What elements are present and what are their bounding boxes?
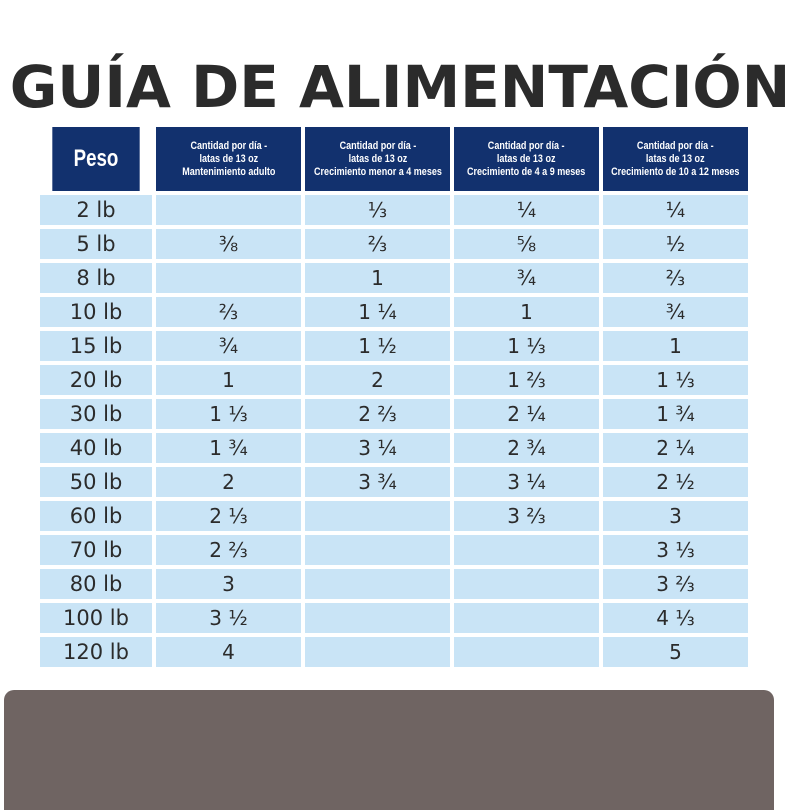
amount-cell: 1 ½ <box>305 331 450 361</box>
weight-cell: 5 lb <box>40 229 152 259</box>
amount-cell <box>156 263 301 293</box>
amount-cell: 3 <box>156 569 301 599</box>
amount-cell: 2 ½ <box>603 467 748 497</box>
amount-cell <box>305 569 450 599</box>
amount-cell: 1 ¾ <box>603 399 748 429</box>
amount-cell: 1 ⅓ <box>156 399 301 429</box>
amount-cell: 1 ¾ <box>156 433 301 463</box>
bottom-decorative-band <box>4 690 774 810</box>
amount-cell: ¼ <box>454 195 599 225</box>
amount-cell: 1 ⅓ <box>454 331 599 361</box>
amount-cell <box>156 195 301 225</box>
weight-cell: 70 lb <box>40 535 152 565</box>
header-line: Crecimiento menor a 4 meses <box>313 165 442 178</box>
header-line: latas de 13 oz <box>646 152 705 165</box>
amount-cell: 3 ¼ <box>454 467 599 497</box>
amount-cell: ½ <box>603 229 748 259</box>
weight-cell: 10 lb <box>40 297 152 327</box>
header-column-2: Cantidad por día - latas de 13 oz Crecimie… <box>305 127 450 191</box>
amount-cell: 2 ⅔ <box>156 535 301 565</box>
amount-cell: 4 ⅓ <box>603 603 748 633</box>
weight-cell: 15 lb <box>40 331 152 361</box>
amount-cell: 5 <box>603 637 748 667</box>
amount-cell <box>305 603 450 633</box>
amount-cell <box>305 637 450 667</box>
amount-cell: ¼ <box>603 195 748 225</box>
amount-cell: 2 ⅔ <box>305 399 450 429</box>
amount-cell: 2 <box>305 365 450 395</box>
header-line: Crecimiento de 4 a 9 meses <box>467 165 586 178</box>
amount-cell <box>454 603 599 633</box>
amount-cell: ⅜ <box>156 229 301 259</box>
weight-cell: 100 lb <box>40 603 152 633</box>
amount-cell: 3 ¾ <box>305 467 450 497</box>
amount-cell <box>454 637 599 667</box>
header-line: Cantidad por día - <box>339 139 416 152</box>
amount-cell <box>454 569 599 599</box>
weight-cell: 30 lb <box>40 399 152 429</box>
header-line: latas de 13 oz <box>348 152 407 165</box>
amount-cell: 3 <box>603 501 748 531</box>
amount-cell: 2 ¾ <box>454 433 599 463</box>
header-line: Cantidad por día - <box>637 139 714 152</box>
amount-cell: ¾ <box>454 263 599 293</box>
amount-cell: 3 ¼ <box>305 433 450 463</box>
header-column-1: Cantidad por día - latas de 13 oz Mantenim… <box>156 127 301 191</box>
amount-cell <box>454 535 599 565</box>
header-peso: Peso <box>52 127 140 191</box>
amount-cell <box>305 501 450 531</box>
amount-cell: 3 ⅔ <box>603 569 748 599</box>
amount-cell: 4 <box>156 637 301 667</box>
header-column-4: Cantidad por día - latas de 13 oz Crecimie… <box>603 127 748 191</box>
weight-cell: 80 lb <box>40 569 152 599</box>
amount-cell: ⅝ <box>454 229 599 259</box>
amount-cell: ¾ <box>603 297 748 327</box>
amount-cell: 1 <box>305 263 450 293</box>
amount-cell: 1 ⅔ <box>454 365 599 395</box>
header-line: Cantidad por día - <box>488 139 565 152</box>
amount-cell: ¾ <box>156 331 301 361</box>
amount-cell: 1 <box>156 365 301 395</box>
page-title: GUÍA DE ALIMENTACIÓN <box>9 53 791 121</box>
header-line: Crecimiento de 10 a 12 meses <box>611 165 740 178</box>
amount-cell: ⅔ <box>603 263 748 293</box>
amount-cell: 3 ½ <box>156 603 301 633</box>
amount-cell: ⅔ <box>156 297 301 327</box>
feeding-table: Peso Cantidad por día - latas de 13 oz Mant… <box>40 127 751 667</box>
header-column-3: Cantidad por día - latas de 13 oz Crecimie… <box>454 127 599 191</box>
header-line: latas de 13 oz <box>199 152 258 165</box>
weight-cell: 120 lb <box>40 637 152 667</box>
weight-cell: 50 lb <box>40 467 152 497</box>
amount-cell: ⅓ <box>305 195 450 225</box>
weight-cell: 20 lb <box>40 365 152 395</box>
amount-cell: 3 ⅓ <box>603 535 748 565</box>
amount-cell: 1 ⅓ <box>603 365 748 395</box>
amount-cell: 2 ⅓ <box>156 501 301 531</box>
amount-cell: 1 <box>603 331 748 361</box>
amount-cell: 2 ¼ <box>454 399 599 429</box>
weight-cell: 40 lb <box>40 433 152 463</box>
amount-cell <box>305 535 450 565</box>
header-line: Mantenimiento adulto <box>181 165 276 178</box>
weight-cell: 8 lb <box>40 263 152 293</box>
amount-cell: 1 ¼ <box>305 297 450 327</box>
amount-cell: 3 ⅔ <box>454 501 599 531</box>
header-line: Cantidad por día - <box>190 139 267 152</box>
weight-cell: 60 lb <box>40 501 152 531</box>
amount-cell: 2 ¼ <box>603 433 748 463</box>
amount-cell: ⅔ <box>305 229 450 259</box>
amount-cell: 1 <box>454 297 599 327</box>
header-line: latas de 13 oz <box>497 152 556 165</box>
weight-cell: 2 lb <box>40 195 152 225</box>
amount-cell: 2 <box>156 467 301 497</box>
